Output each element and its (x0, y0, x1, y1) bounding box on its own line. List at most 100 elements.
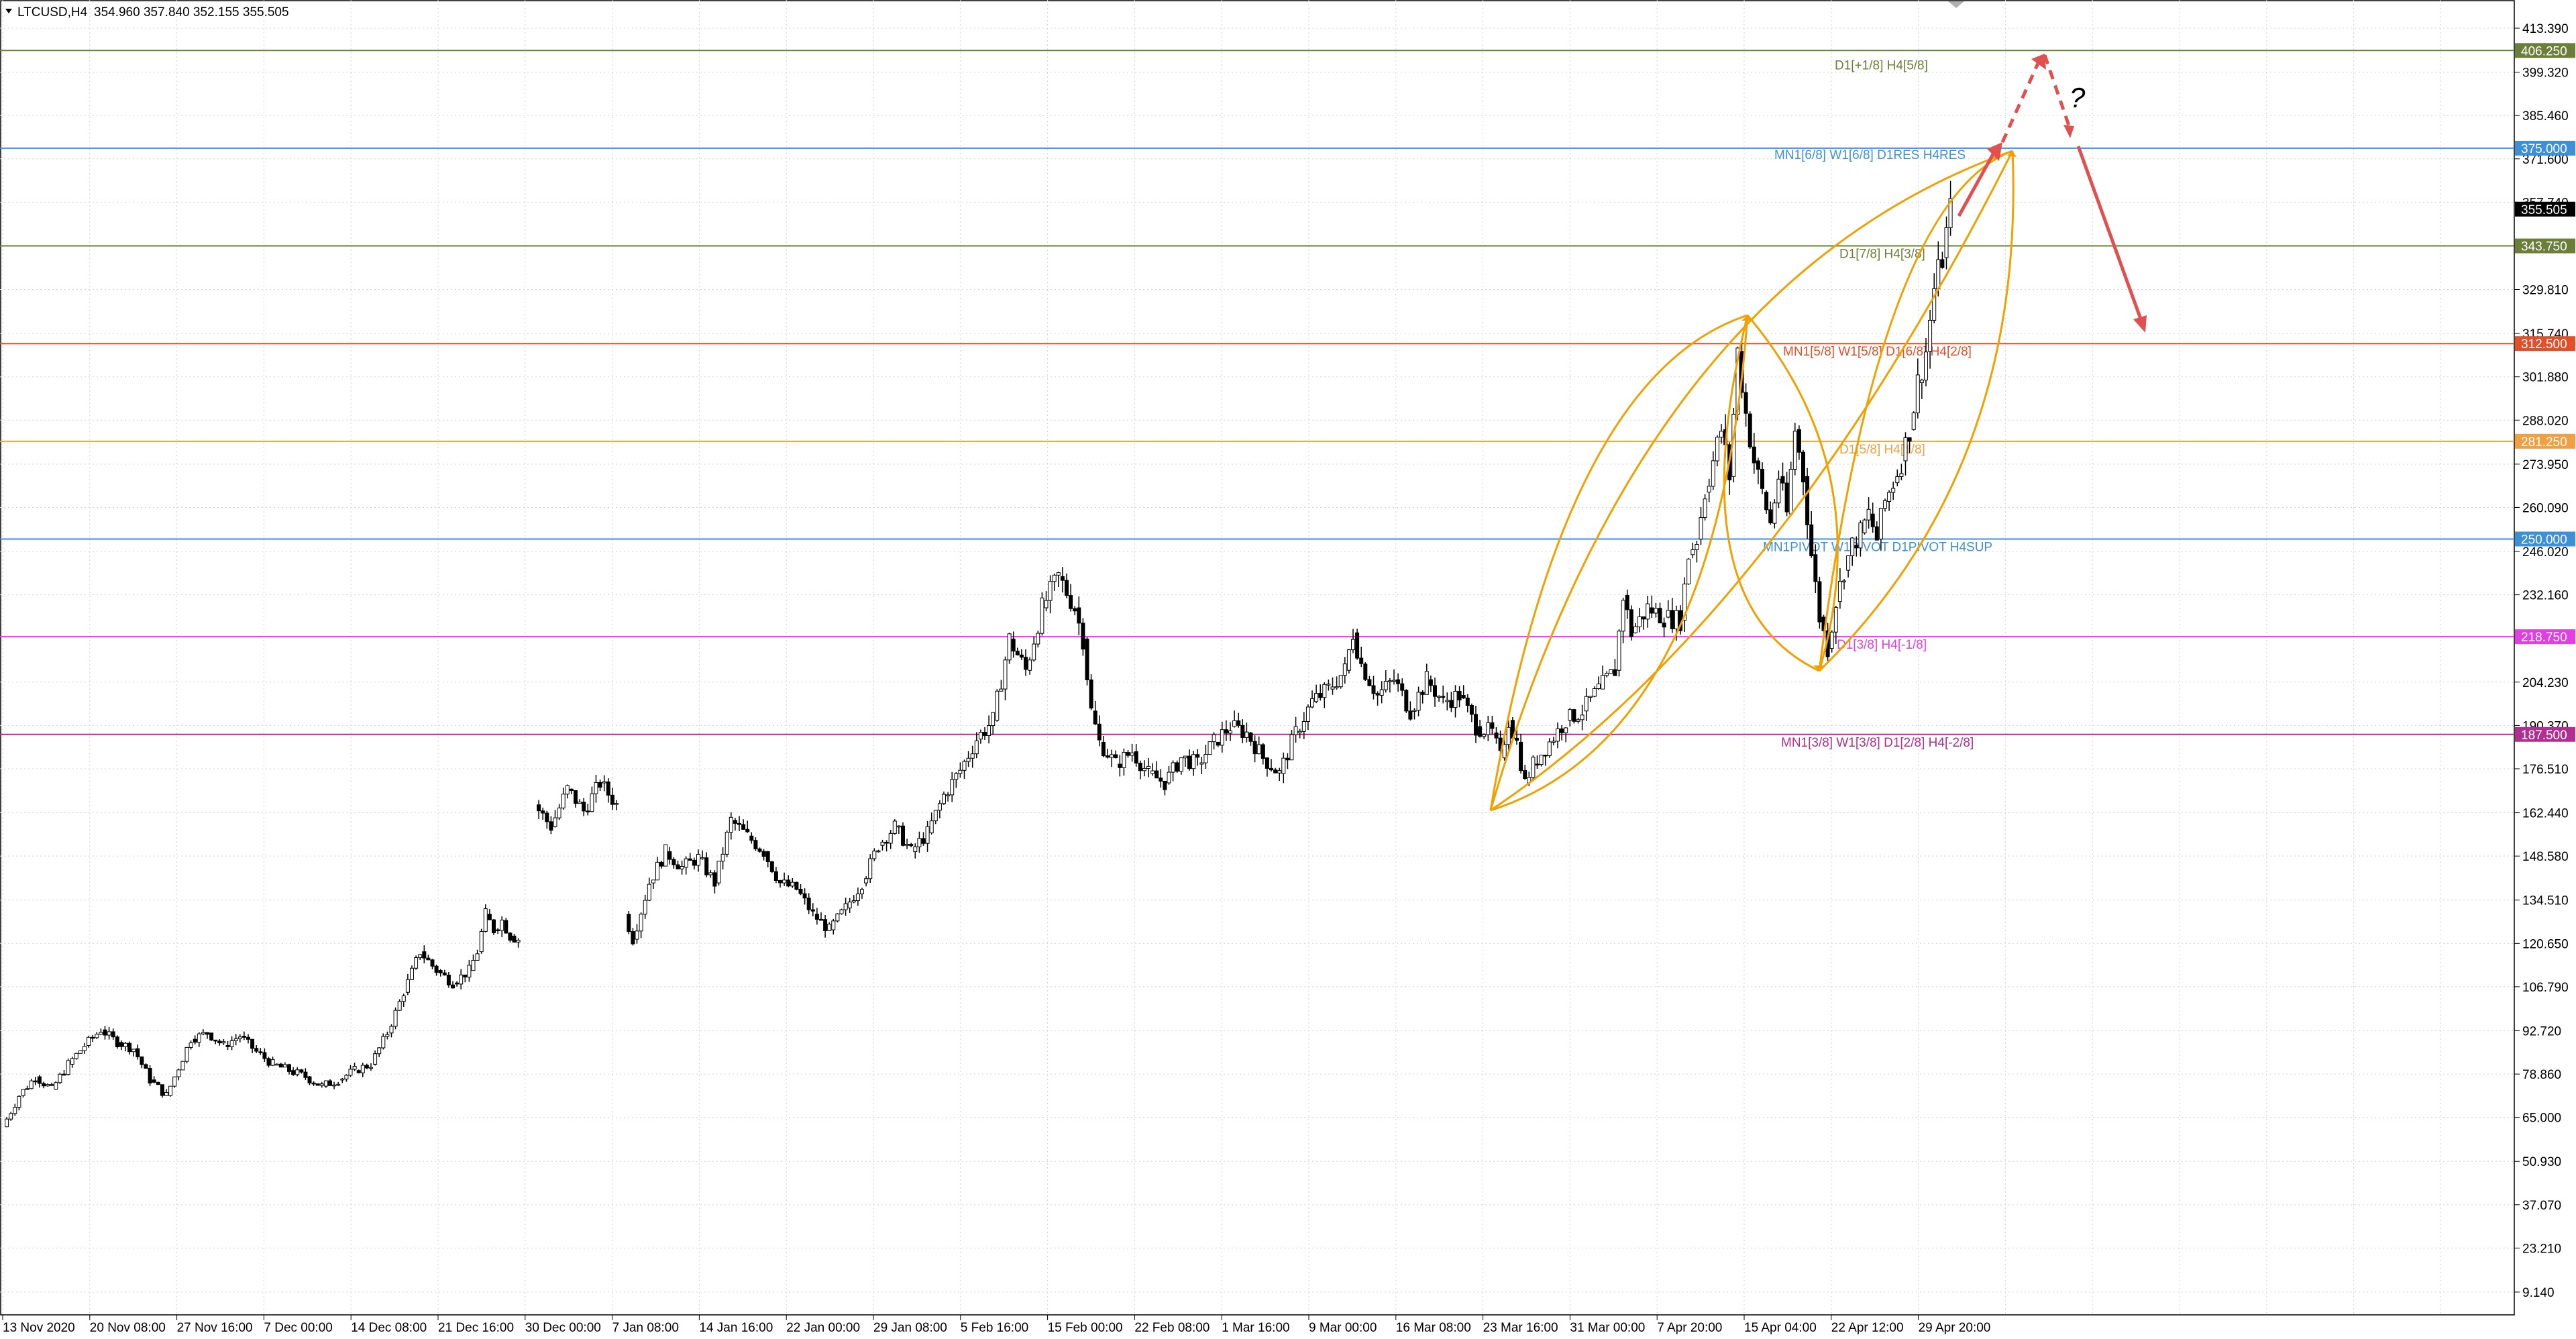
candle (123, 1042, 127, 1052)
candle (1285, 753, 1290, 769)
candle (414, 955, 419, 970)
candle-body (303, 1071, 308, 1078)
candle-body (802, 893, 807, 899)
candle (1924, 338, 1928, 386)
candle (1330, 677, 1335, 695)
candle-body (831, 920, 836, 930)
candle (1568, 708, 1572, 727)
candle-body (720, 853, 725, 862)
candle-body (1330, 686, 1335, 690)
candle (794, 881, 799, 891)
candle (651, 879, 655, 890)
candle (1854, 536, 1859, 557)
x-tick-label: 15 Apr 04:00 (1744, 1321, 1817, 1335)
candle-body (1854, 545, 1859, 549)
candle-body (1662, 623, 1666, 628)
candle (1772, 499, 1777, 529)
level-price-label: 250.000 (2521, 533, 2567, 547)
candle-body (1318, 693, 1323, 698)
candle-body (311, 1082, 316, 1085)
candle-body (258, 1051, 263, 1053)
y-tick-label: 413.390 (2522, 22, 2569, 36)
candle (1326, 679, 1331, 691)
candle-body (483, 908, 488, 932)
candle-body (737, 822, 741, 825)
x-tick-label: 31 Mar 00:00 (1570, 1321, 1645, 1335)
candle-body (1040, 597, 1044, 634)
candle-body (586, 810, 590, 812)
candle (835, 913, 840, 923)
candle (831, 918, 836, 935)
candle-body (639, 914, 643, 932)
candle-body (1179, 757, 1183, 772)
x-tick-label: 15 Feb 00:00 (1048, 1321, 1123, 1335)
candle-body (434, 965, 439, 973)
candle-body (1142, 767, 1146, 771)
candle-body (909, 844, 914, 847)
candle-body (696, 853, 700, 866)
candle (1346, 649, 1351, 674)
candle-body (1805, 476, 1810, 525)
candle (33, 1077, 38, 1085)
candle-body (119, 1042, 123, 1047)
pattern-curve (1490, 315, 1749, 812)
arrow-head-icon (2031, 54, 2046, 70)
candle (119, 1040, 123, 1051)
candle-body (1605, 673, 1609, 676)
candle-body (1878, 508, 1883, 539)
candle-body (508, 932, 513, 941)
candle-body (282, 1064, 287, 1068)
candle (778, 879, 782, 888)
candle (872, 848, 877, 861)
candle-body (1788, 469, 1793, 515)
menu-triangle-icon[interactable] (5, 9, 12, 13)
candle-body (1073, 608, 1077, 612)
candle-body (1011, 639, 1016, 652)
candle (582, 798, 586, 816)
candle (1445, 692, 1450, 711)
candle-body (356, 1070, 361, 1073)
candle-body (868, 858, 873, 879)
candle (1638, 607, 1642, 633)
candle-body (405, 979, 410, 993)
pattern-vertex-marker (2007, 151, 2017, 157)
candle (1150, 763, 1155, 776)
candle (1633, 623, 1638, 634)
candle-body (1924, 352, 1928, 381)
candle (291, 1067, 296, 1076)
candle (1494, 727, 1499, 744)
candle-body (1870, 513, 1875, 527)
candle (1003, 656, 1008, 700)
candle (160, 1084, 164, 1098)
candle-body (1265, 757, 1269, 769)
candle-body (819, 918, 823, 921)
candle (95, 1032, 99, 1039)
candle (745, 820, 750, 833)
candle-body (1163, 780, 1167, 790)
candle (720, 847, 725, 870)
y-tick-label: 148.580 (2522, 850, 2569, 864)
candle-body (1576, 719, 1580, 722)
candle-body (217, 1040, 222, 1044)
candle (569, 788, 574, 795)
candle (1044, 591, 1049, 612)
candle-body (50, 1084, 54, 1086)
candle (1334, 676, 1339, 690)
candle-body (655, 861, 659, 881)
candle-body (1130, 752, 1134, 756)
candle (1019, 649, 1024, 660)
candle (262, 1048, 267, 1062)
candle-body (180, 1061, 185, 1071)
candle-body (1948, 198, 1953, 228)
candle-body (1285, 757, 1290, 761)
candle (111, 1028, 115, 1040)
candle-body (1768, 509, 1773, 523)
candle (164, 1089, 168, 1096)
candle-body (225, 1045, 230, 1047)
candle-body (1208, 741, 1212, 755)
candle (991, 712, 996, 735)
candle (1833, 606, 1838, 645)
candle (1478, 719, 1483, 738)
candle-body (978, 732, 983, 740)
